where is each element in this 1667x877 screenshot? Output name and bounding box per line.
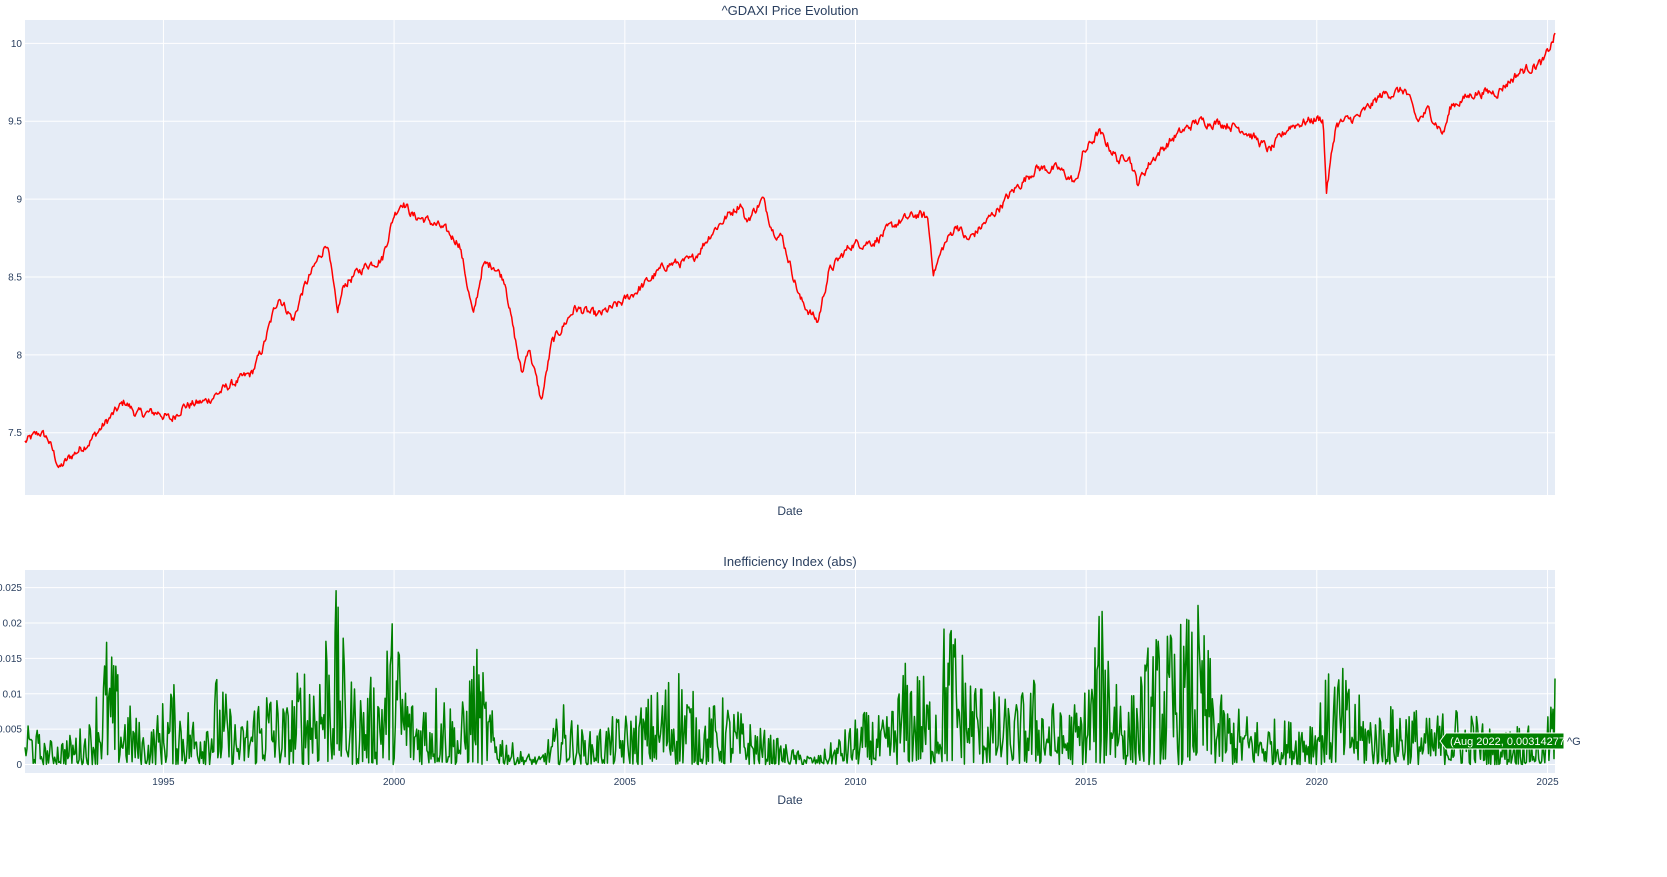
price-y-tick-labels: 7.5 8 8.5 9 9.5 10 <box>8 39 22 439</box>
price-x-axis-title: Date <box>777 504 803 518</box>
price-plot-background <box>25 20 1555 495</box>
inefficiency-x-tick-label: 2020 <box>1306 777 1329 788</box>
price-plot[interactable]: 7.5 8 8.5 9 9.5 10 ^GDAXI Price Evolution Dat… <box>8 3 1556 518</box>
inefficiency-y-tick-labels: 0 0.005 0.01 0.015 0.02 0.025 <box>0 583 22 771</box>
hover-tooltip-box <box>1439 732 1565 750</box>
inefficiency-series-line <box>24 590 1556 766</box>
inefficiency-y-tick-label: 0 <box>16 760 22 771</box>
inefficiency-x-tick-label: 2015 <box>1075 777 1098 788</box>
hover-tooltip: (Aug 2022, 0.003142775) ^G <box>1439 732 1581 750</box>
hover-tooltip-overflow-text: ^G <box>1567 736 1581 748</box>
price-y-tick-label: 8.5 <box>8 272 22 283</box>
inefficiency-x-tick-label: 1995 <box>152 777 175 788</box>
price-series-line <box>24 32 1556 469</box>
inefficiency-plot[interactable]: 0 0.005 0.01 0.015 0.02 0.025 1995 2000 2005 201… <box>0 554 1559 807</box>
inefficiency-y-tick-label: 0.005 <box>0 725 22 736</box>
inefficiency-x-tick-label: 2000 <box>383 777 406 788</box>
inefficiency-x-tick-label: 2005 <box>614 777 637 788</box>
inefficiency-x-tick-label: 2025 <box>1536 777 1559 788</box>
inefficiency-chart-title: Inefficiency Index (abs) <box>723 554 856 569</box>
inefficiency-y-tick-label: 0.015 <box>0 654 22 665</box>
inefficiency-x-tick-label: 2010 <box>844 777 867 788</box>
price-y-tick-label: 7.5 <box>8 428 22 439</box>
price-y-tick-label: 8 <box>16 350 22 361</box>
inefficiency-x-axis-title: Date <box>777 793 803 807</box>
price-y-tick-label: 10 <box>11 39 23 50</box>
inefficiency-y-tick-label: 0.025 <box>0 583 22 594</box>
price-y-tick-label: 9.5 <box>8 117 22 128</box>
price-y-tick-label: 9 <box>16 195 22 206</box>
price-gridlines <box>25 20 1555 495</box>
inefficiency-y-tick-label: 0.01 <box>3 689 23 700</box>
inefficiency-plot-background <box>25 570 1555 773</box>
hover-tooltip-text: (Aug 2022, 0.003142775) <box>1450 736 1575 748</box>
inefficiency-y-tick-label: 0.02 <box>3 619 23 630</box>
inefficiency-x-tick-labels: 1995 2000 2005 2010 2015 2020 2025 <box>152 777 1559 788</box>
price-chart-title: ^GDAXI Price Evolution <box>722 3 859 18</box>
